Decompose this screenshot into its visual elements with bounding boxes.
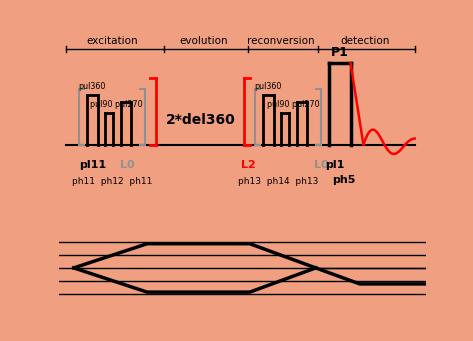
Text: L2: L2 bbox=[241, 160, 255, 170]
Text: P1: P1 bbox=[331, 46, 349, 59]
Text: L0: L0 bbox=[314, 160, 329, 170]
Text: pl11: pl11 bbox=[79, 160, 106, 170]
Text: ph13  ph14  ph13: ph13 ph14 ph13 bbox=[238, 177, 318, 186]
Text: detection: detection bbox=[341, 35, 390, 46]
Text: L0: L0 bbox=[120, 160, 134, 170]
Text: pul360: pul360 bbox=[79, 82, 106, 91]
Text: ph11  ph12  ph11: ph11 ph12 ph11 bbox=[72, 177, 152, 186]
Text: evolution: evolution bbox=[180, 35, 228, 46]
Text: 2*del360: 2*del360 bbox=[166, 114, 235, 128]
Text: pul90 pul270: pul90 pul270 bbox=[89, 100, 142, 109]
Text: reconversion: reconversion bbox=[247, 35, 315, 46]
Text: ph5: ph5 bbox=[332, 175, 356, 185]
Text: pul360: pul360 bbox=[254, 82, 282, 91]
Text: pul90 pul270: pul90 pul270 bbox=[267, 100, 320, 109]
Text: pl1: pl1 bbox=[325, 160, 344, 170]
Text: excitation: excitation bbox=[87, 35, 138, 46]
